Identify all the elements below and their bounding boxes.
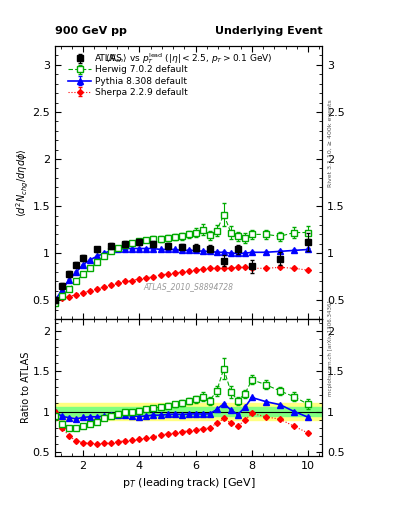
Text: 900 GeV pp: 900 GeV pp bbox=[55, 26, 127, 36]
Y-axis label: Ratio to ATLAS: Ratio to ATLAS bbox=[21, 352, 31, 423]
Bar bbox=[55, 408, 322, 416]
Text: mcplots.cern.ch [arXiv:1306.3436]: mcplots.cern.ch [arXiv:1306.3436] bbox=[328, 301, 333, 396]
Text: $\langle N_{ch}\rangle$ vs $p_T^{\rm lead}$ ($|\eta| < 2.5$, $p_T > 0.1$ GeV): $\langle N_{ch}\rangle$ vs $p_T^{\rm lea… bbox=[105, 52, 272, 67]
Legend: ATLAS, Herwig 7.0.2 default, Pythia 8.308 default, Sherpa 2.2.9 default: ATLAS, Herwig 7.0.2 default, Pythia 8.30… bbox=[68, 53, 188, 98]
Text: ATLAS_2010_S8894728: ATLAS_2010_S8894728 bbox=[143, 282, 234, 291]
X-axis label: p$_T$ (leading track) [GeV]: p$_T$ (leading track) [GeV] bbox=[122, 476, 255, 490]
Bar bbox=[55, 403, 322, 419]
Text: Rivet 3.1.10, ≥ 400k events: Rivet 3.1.10, ≥ 400k events bbox=[328, 99, 333, 187]
Y-axis label: $\langle d^2 N_{chg}/d\eta d\phi \rangle$: $\langle d^2 N_{chg}/d\eta d\phi \rangle… bbox=[15, 148, 31, 217]
Text: Underlying Event: Underlying Event bbox=[215, 26, 322, 36]
